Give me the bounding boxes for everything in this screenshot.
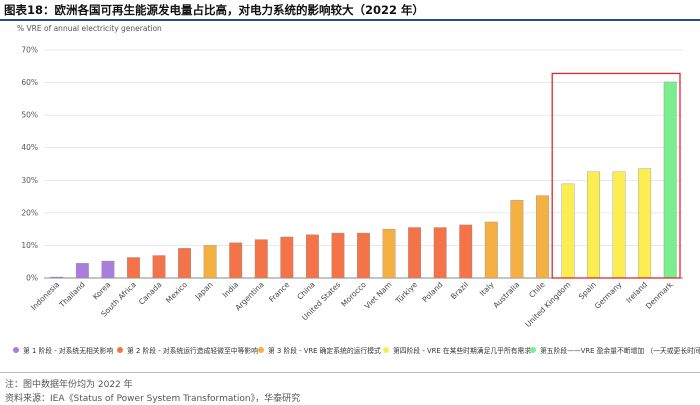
bar-china [305,234,319,279]
bar-canada [152,255,166,279]
bar-india [229,242,243,279]
bar-morocco [357,232,370,279]
x-tick-label: Türkiye [393,280,419,306]
footer-divider [0,372,700,373]
y-tick-label: 70% [21,46,38,55]
legend-label: 第四阶段 - VRE 在某些时期满足几乎所有需求 [393,347,532,355]
bar-viet-nam [382,228,396,279]
bar-united-kingdom [561,183,575,279]
legend-label: 第五阶段——VRE 盈余量不断增加 （一天或更长时间） [540,347,700,355]
bar-ireland [638,168,652,279]
bar-brazil [459,224,473,279]
bar-indonesia [50,276,64,279]
chart-note: 注：图中数据年份均为 2022 年 [5,380,133,390]
legend-swatch [13,347,19,353]
y-tick-label: 30% [21,176,38,185]
bar-argentina [254,239,268,279]
x-tick-label: Germany [593,280,624,311]
legend: 第 1 阶段 - 对系统无相关影响 第 2 阶段 - 对系统运行造成轻微至中等影响… [0,345,700,361]
bar-france [280,236,294,279]
bar-south-africa [127,257,140,279]
bar-thailand [75,263,89,279]
y-axis-ticks: 0% 10% 20% 30% 40% 50% 60% 70% [21,46,38,283]
chart-source: 资料来源：IEA《Status of Power System Transfor… [5,394,301,404]
legend-swatch [383,347,389,353]
legend-swatch [258,347,264,353]
legend-label: 第 1 阶段 - 对系统无相关影响 [23,347,114,355]
legend-item-phase-5: 第五阶段——VRE 盈余量不断增加 （一天或更长时间） [530,345,700,355]
y-tick-label: 60% [21,78,38,87]
x-tick-label: Italy [478,280,496,298]
x-tick-label: Poland [421,280,445,304]
legend-swatch [530,347,536,353]
bars [50,81,677,279]
bar-mexico [178,248,192,279]
figure-title: 图表18：欧洲各国可再生能源发电量占比高，对电力系统的影响较大（2022 年） [4,3,425,17]
x-tick-label: Australia [491,280,521,310]
x-tick-label: Thailand [57,280,87,310]
x-tick-label: Mexico [164,280,189,305]
x-tick-label: Chile [527,280,547,300]
y-tick-label: 20% [21,208,38,217]
y-tick-label: 40% [21,143,38,152]
bar-united-states [331,232,345,279]
bar-poland [433,227,447,279]
bar-t-rkiye [408,227,422,279]
y-tick-label: 10% [21,241,38,250]
bar-denmark [663,81,677,279]
y-axis-label: % VRE of annual electricity generation [17,24,162,33]
x-tick-label: Brazil [449,280,470,301]
x-tick-label: Indonesia [29,280,61,312]
legend-label: 第 3 阶段 - VRE 确定系统的运行模式 [268,347,381,355]
legend-item-phase-4: 第四阶段 - VRE 在某些时期满足几乎所有需求 [383,345,531,355]
x-tick-label: China [295,280,317,302]
bar-australia [510,199,524,279]
bar-italy [484,221,498,279]
bar-chart: % VRE of annual electricity generation 0… [17,24,683,329]
y-tick-label: 50% [21,111,38,120]
bar-spain [587,171,600,279]
x-tick-label: United Kingdom [523,280,572,329]
bar-japan [203,245,217,279]
bar-korea [101,260,115,279]
legend-item-phase-3: 第 3 阶段 - VRE 确定系统的运行模式 [258,345,381,355]
x-tick-label: Denmark [644,280,675,311]
bar-chile [535,195,549,279]
x-tick-label: Canada [137,280,164,307]
x-tick-label: Japan [193,280,215,302]
x-tick-label: Ireland [624,280,649,305]
x-tick-label: India [221,280,240,299]
x-tick-label: Korea [91,280,112,301]
x-tick-label: France [267,280,291,304]
y-tick-label: 0% [26,274,38,283]
legend-label: 第 2 阶段 - 对系统运行造成轻微至中等影响 [127,347,258,355]
x-tick-label: Spain [577,280,598,301]
legend-item-phase-2: 第 2 阶段 - 对系统运行造成轻微至中等影响 [117,345,258,355]
figure-title-bar: 图表18：欧洲各国可再生能源发电量占比高，对电力系统的影响较大（2022 年） [0,0,700,21]
bar-germany [612,171,626,279]
legend-item-phase-1: 第 1 阶段 - 对系统无相关影响 [13,345,113,355]
highlight-box [551,72,681,279]
x-tick-label: Viet Nam [363,280,394,311]
legend-swatch [117,347,123,353]
